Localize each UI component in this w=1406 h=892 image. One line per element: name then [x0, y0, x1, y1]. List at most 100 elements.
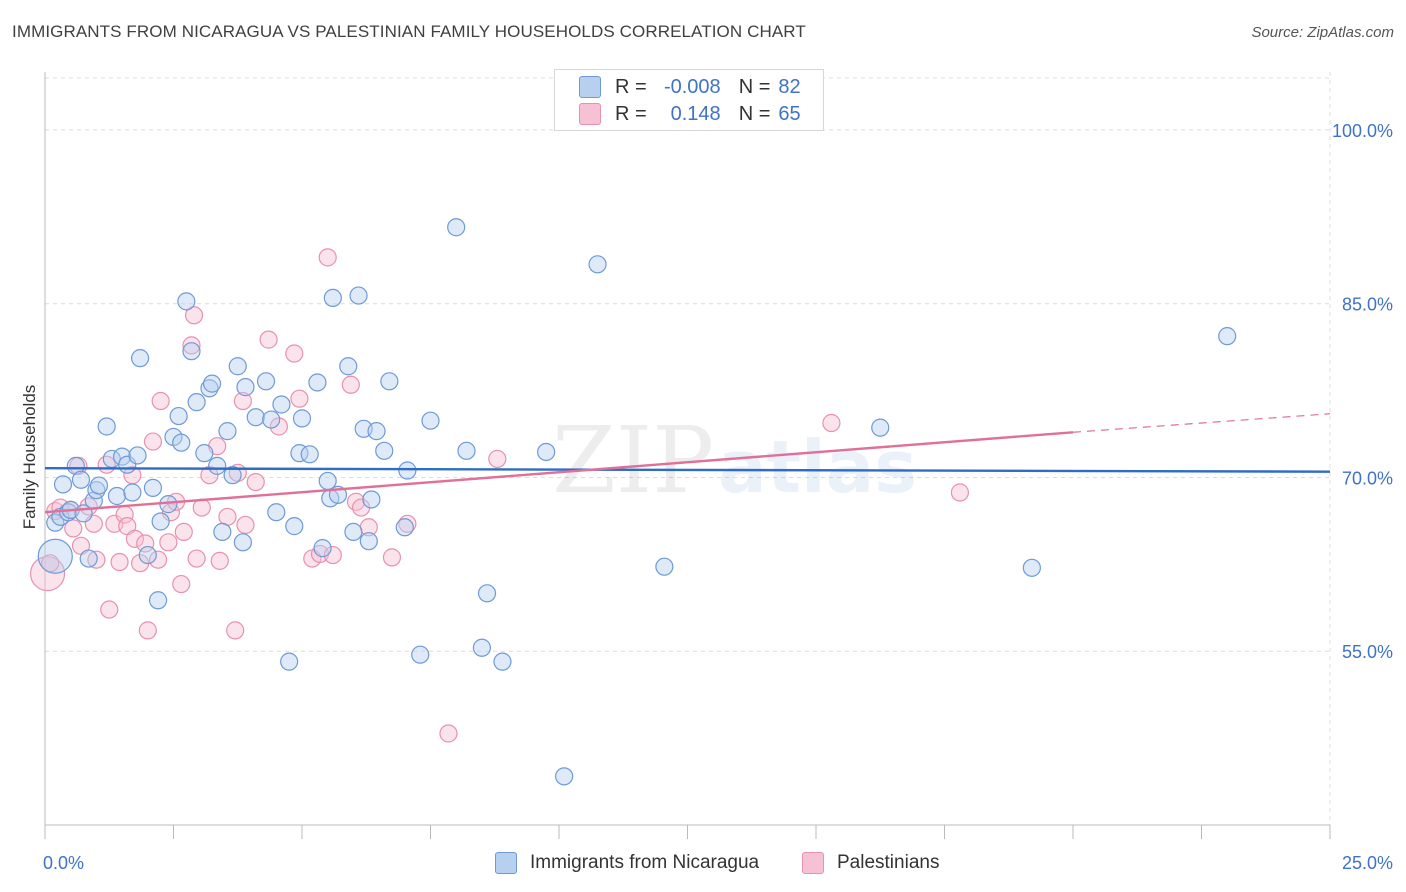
nicaragua-point — [472, 638, 491, 657]
n-value: 65 — [778, 102, 801, 125]
y-tick-label: 85.0% — [1342, 295, 1393, 315]
nicaragua-point — [344, 522, 363, 542]
nicaragua-point — [218, 422, 237, 441]
nicaragua-point — [493, 652, 512, 671]
nicaragua-point — [313, 539, 332, 558]
palestinians-point — [182, 336, 201, 355]
palestinians-point — [210, 551, 229, 570]
x-tick-label: 25.0% — [1342, 853, 1393, 873]
palestinians-point — [236, 515, 255, 535]
palestinians-point — [323, 545, 342, 565]
palestinians-points — [29, 248, 970, 743]
nicaragua-point — [177, 292, 196, 311]
palestinians-point — [136, 534, 155, 553]
nicaragua-point — [143, 478, 163, 497]
nicaragua-point — [537, 442, 556, 462]
nicaragua-point — [208, 456, 227, 475]
nicaragua-trend-line — [44, 466, 1331, 473]
nicaragua-point — [292, 409, 312, 428]
bottom-legend-nicaragua: Immigrants from Nicaragua — [495, 852, 759, 874]
n-label: N = — [738, 75, 771, 98]
legend-swatch-pink — [579, 103, 601, 125]
nicaragua-point — [375, 441, 394, 460]
nicaragua-point — [169, 406, 188, 426]
palestinians-point — [341, 375, 360, 394]
legend-row-nicaragua: R = -0.008 N = 82 — [579, 75, 801, 99]
palestinians-point — [174, 522, 193, 542]
bottom-legend-label: Immigrants from Nicaragua — [530, 852, 760, 873]
palestinians-point — [200, 466, 219, 485]
y-tick-label: 70.0% — [1342, 468, 1393, 488]
nicaragua-point — [46, 513, 65, 532]
palestinians-trend-extension — [1072, 413, 1331, 433]
palestinians-point — [64, 519, 83, 538]
r-label: R = — [615, 75, 647, 98]
nicaragua-point — [148, 591, 168, 610]
nicaragua-point — [236, 378, 255, 397]
nicaragua-point — [66, 456, 85, 475]
r-label: R = — [615, 102, 647, 125]
palestinians-point — [950, 483, 970, 502]
y-tick-label: 55.0% — [1342, 642, 1393, 662]
nicaragua-point — [477, 584, 497, 603]
nicaragua-point — [395, 518, 414, 537]
nicaragua-point — [223, 466, 242, 485]
nicaragua-point — [300, 445, 319, 464]
palestinians-point — [233, 391, 252, 411]
palestinians-point — [439, 724, 458, 743]
nicaragua-point — [285, 517, 304, 536]
palestinians-point — [398, 514, 417, 533]
watermark-atlas: atlas — [718, 425, 917, 509]
palestinians-point — [143, 432, 163, 451]
nicaragua-point — [128, 446, 147, 465]
bottom-swatch-blue — [495, 852, 517, 874]
palestinians-point — [138, 621, 157, 640]
nicaragua-point — [182, 342, 201, 361]
nicaragua-point — [233, 533, 252, 552]
nicaragua-point — [588, 255, 607, 274]
palestinians-point — [382, 548, 402, 567]
palestinians-point — [159, 533, 178, 552]
nicaragua-point — [280, 652, 299, 671]
bottom-legend-palestinians: Palestinians — [802, 852, 939, 874]
palestinians-point — [125, 529, 145, 548]
palestinians-point — [29, 556, 66, 592]
x-tick-label: 0.0% — [43, 853, 84, 873]
palestinians-point — [218, 507, 237, 526]
nicaragua-point — [246, 408, 265, 427]
nicaragua-point — [1022, 558, 1041, 577]
nicaragua-point — [79, 549, 98, 568]
chart-title: IMMIGRANTS FROM NICARAGUA VS PALESTINIAN… — [12, 22, 806, 41]
watermark: ZIP atlas — [552, 407, 917, 514]
palestinians-point — [100, 600, 119, 619]
n-value: 82 — [778, 75, 801, 98]
nicaragua-point — [151, 512, 170, 531]
palestinians-point — [41, 554, 60, 573]
nicaragua-point — [555, 767, 574, 786]
palestinians-point — [269, 417, 288, 436]
palestinians-point — [488, 449, 507, 469]
n-label: N = — [738, 102, 771, 125]
nicaragua-point — [202, 374, 222, 393]
nicaragua-point — [359, 532, 378, 551]
correlation-legend: R = -0.008 N = 82 R = 0.148 N = 65 — [554, 69, 824, 131]
bottom-legend-label: Palestinians — [837, 852, 940, 873]
nicaragua-point — [123, 483, 142, 502]
nicaragua-point — [655, 557, 674, 576]
nicaragua-point — [421, 411, 440, 430]
nicaragua-point — [267, 503, 286, 522]
palestinians-point — [226, 621, 245, 640]
r-value: -0.008 — [663, 75, 721, 98]
nicaragua-point — [262, 410, 281, 429]
nicaragua-point — [1218, 327, 1237, 346]
nicaragua-point — [447, 218, 466, 237]
legend-row-palestinians: R = 0.148 N = 65 — [579, 102, 801, 126]
bottom-swatch-pink — [802, 852, 824, 874]
nicaragua-point — [187, 393, 206, 412]
palestinians-point — [346, 492, 366, 511]
source-label: Source: ZipAtlas.com — [1251, 24, 1394, 41]
palestinians-point — [187, 549, 206, 568]
y-axis-label: Family Households — [20, 385, 39, 530]
palestinians-point — [151, 391, 170, 411]
